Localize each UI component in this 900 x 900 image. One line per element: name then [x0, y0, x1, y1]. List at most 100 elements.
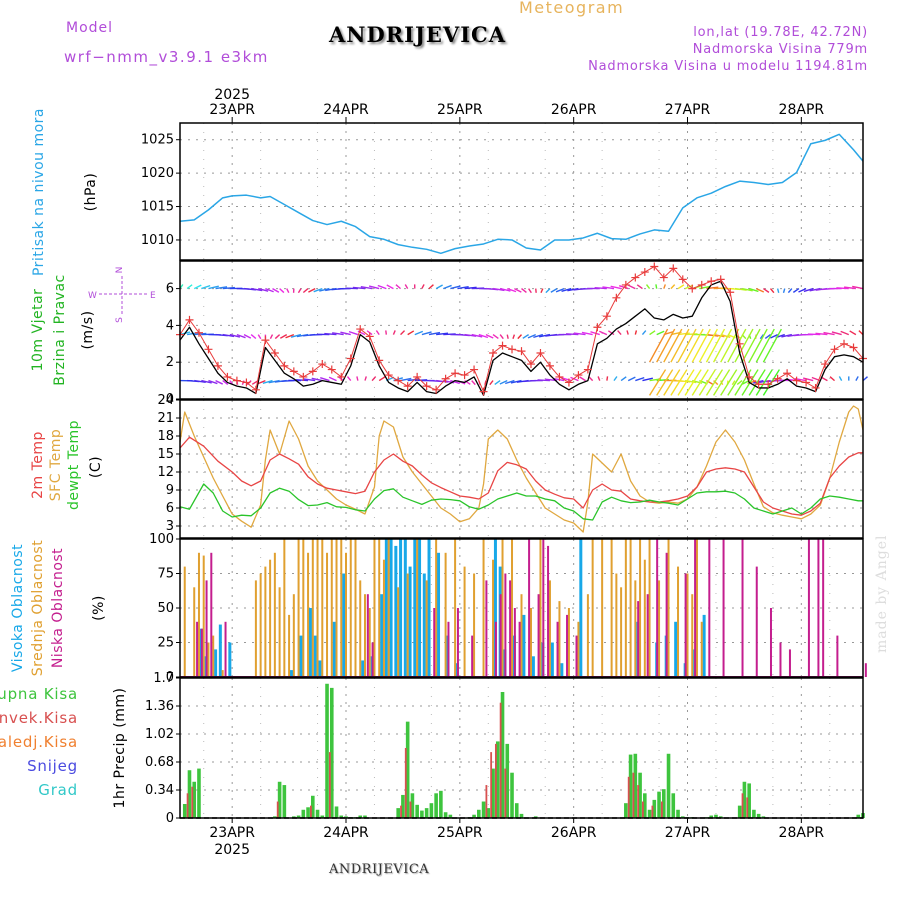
cloud-bar: [422, 573, 426, 677]
wind-barb: [251, 287, 263, 292]
precip-total-bar: [666, 753, 671, 818]
wind-barb: [407, 330, 415, 336]
precip-total-bar: [187, 770, 192, 818]
precip-total-bar: [415, 804, 419, 818]
wind-barb: [607, 330, 615, 336]
wind-gust-marker: [470, 365, 479, 374]
cloud-bar: [193, 587, 196, 677]
precip-total-bar: [481, 801, 486, 818]
cloud-bar: [311, 539, 314, 677]
cloud-bar: [389, 539, 393, 677]
cloud-bar: [665, 552, 668, 677]
precip-total-bar: [311, 795, 315, 818]
wind-tick-label: 6: [166, 282, 174, 297]
wind-barb: [297, 288, 302, 294]
wind-gust-marker: [840, 339, 849, 348]
cloud-bar: [403, 539, 407, 677]
wind-barb: [656, 330, 665, 336]
wind-barb: [656, 369, 674, 396]
top-date-label: 24APR: [323, 102, 369, 118]
wind-barb: [269, 334, 274, 340]
wind-barb: [748, 369, 766, 396]
model-name: wrf−nmm_v3.9.1 e3km: [64, 48, 269, 66]
wind-barb: [499, 379, 508, 385]
wind-barb: [648, 369, 667, 396]
cloud-bar: [788, 649, 791, 677]
page-title: ANDRIJEVICA: [329, 22, 507, 47]
wind-barb: [594, 286, 607, 290]
wind-barb: [377, 284, 387, 290]
wind-gust-marker: [659, 273, 668, 282]
top-date-label: 26APR: [551, 102, 597, 118]
cloud-bar: [779, 642, 782, 677]
clouds-frame: [179, 538, 864, 678]
wind-gust-marker: [811, 383, 820, 392]
precip-conv-bar: [490, 752, 493, 818]
cloud-bar: [435, 539, 438, 677]
wind-gust-marker: [327, 365, 336, 374]
wind-barb: [836, 287, 849, 290]
wind-barb: [862, 376, 868, 382]
wind-barb: [798, 287, 807, 293]
precip-conv-bar: [627, 776, 630, 818]
wind-barb: [485, 333, 494, 339]
wind-barb: [705, 369, 724, 396]
cloud-bar: [283, 539, 286, 677]
cloud-bar: [575, 635, 578, 677]
cloud-bar: [674, 621, 678, 677]
cloud-bar: [349, 539, 352, 677]
wind-gust-marker: [536, 349, 545, 357]
wind-barb: [450, 285, 461, 290]
clouds-tick-label: 75: [157, 567, 174, 582]
wind-barb: [320, 377, 330, 382]
cloud-bar: [197, 552, 200, 677]
cloud-bar: [418, 539, 422, 677]
wind-barb: [201, 284, 211, 290]
cloud-bar: [335, 539, 338, 677]
wind-barb: [787, 288, 793, 294]
wind-barb: [555, 287, 565, 293]
wind-barb: [257, 379, 266, 385]
pressure-line: [179, 133, 864, 255]
cloud-bar: [366, 594, 369, 677]
wind-barb: [627, 284, 636, 290]
wind-barb: [734, 287, 747, 291]
wind-barb: [663, 284, 666, 289]
precip-legend-3: Snijeg: [27, 757, 78, 775]
wind-barb: [677, 284, 685, 290]
cloud-bar: [316, 539, 319, 677]
precip-conv-bar: [660, 801, 663, 818]
precip-total-bar: [510, 772, 514, 818]
cloud-bar: [485, 580, 488, 677]
wind-barb: [457, 285, 469, 290]
wind-barb: [386, 284, 394, 290]
cloud-bar: [321, 539, 324, 677]
wind-barb: [610, 285, 622, 290]
wind-barb: [492, 334, 499, 339]
wind-barb: [809, 287, 821, 292]
wind-gust-marker: [745, 372, 754, 381]
temperature-tick-label: 9: [166, 483, 174, 498]
wind-barb: [428, 331, 441, 336]
wind-gust-marker: [783, 369, 792, 378]
wind-barb: [257, 334, 262, 340]
bottom-date-label: 24APR: [323, 825, 369, 841]
pressure-unit-label: (hPa): [83, 173, 99, 212]
precip-total-bar: [434, 793, 438, 818]
cloud-bar: [579, 539, 583, 677]
cloud-bar: [406, 573, 409, 677]
precip-legend-2: Zaledj.Kisa: [0, 733, 78, 751]
cloud-bar: [531, 656, 535, 677]
precip-tick-label: 0.34: [145, 783, 174, 798]
wind-gust-marker: [773, 374, 782, 383]
temp-axis-label-2: dewpt Temp: [66, 420, 82, 510]
wind-gust-marker: [422, 382, 431, 391]
wind-barb: [395, 284, 402, 290]
wind-barb: [464, 286, 477, 290]
cloud-bar: [807, 539, 810, 677]
precip-conv-bar: [632, 772, 635, 818]
wind-barb: [782, 288, 786, 293]
cloud-bar: [345, 552, 348, 677]
wind-barb: [537, 379, 550, 382]
wind-gust-marker: [498, 341, 507, 350]
